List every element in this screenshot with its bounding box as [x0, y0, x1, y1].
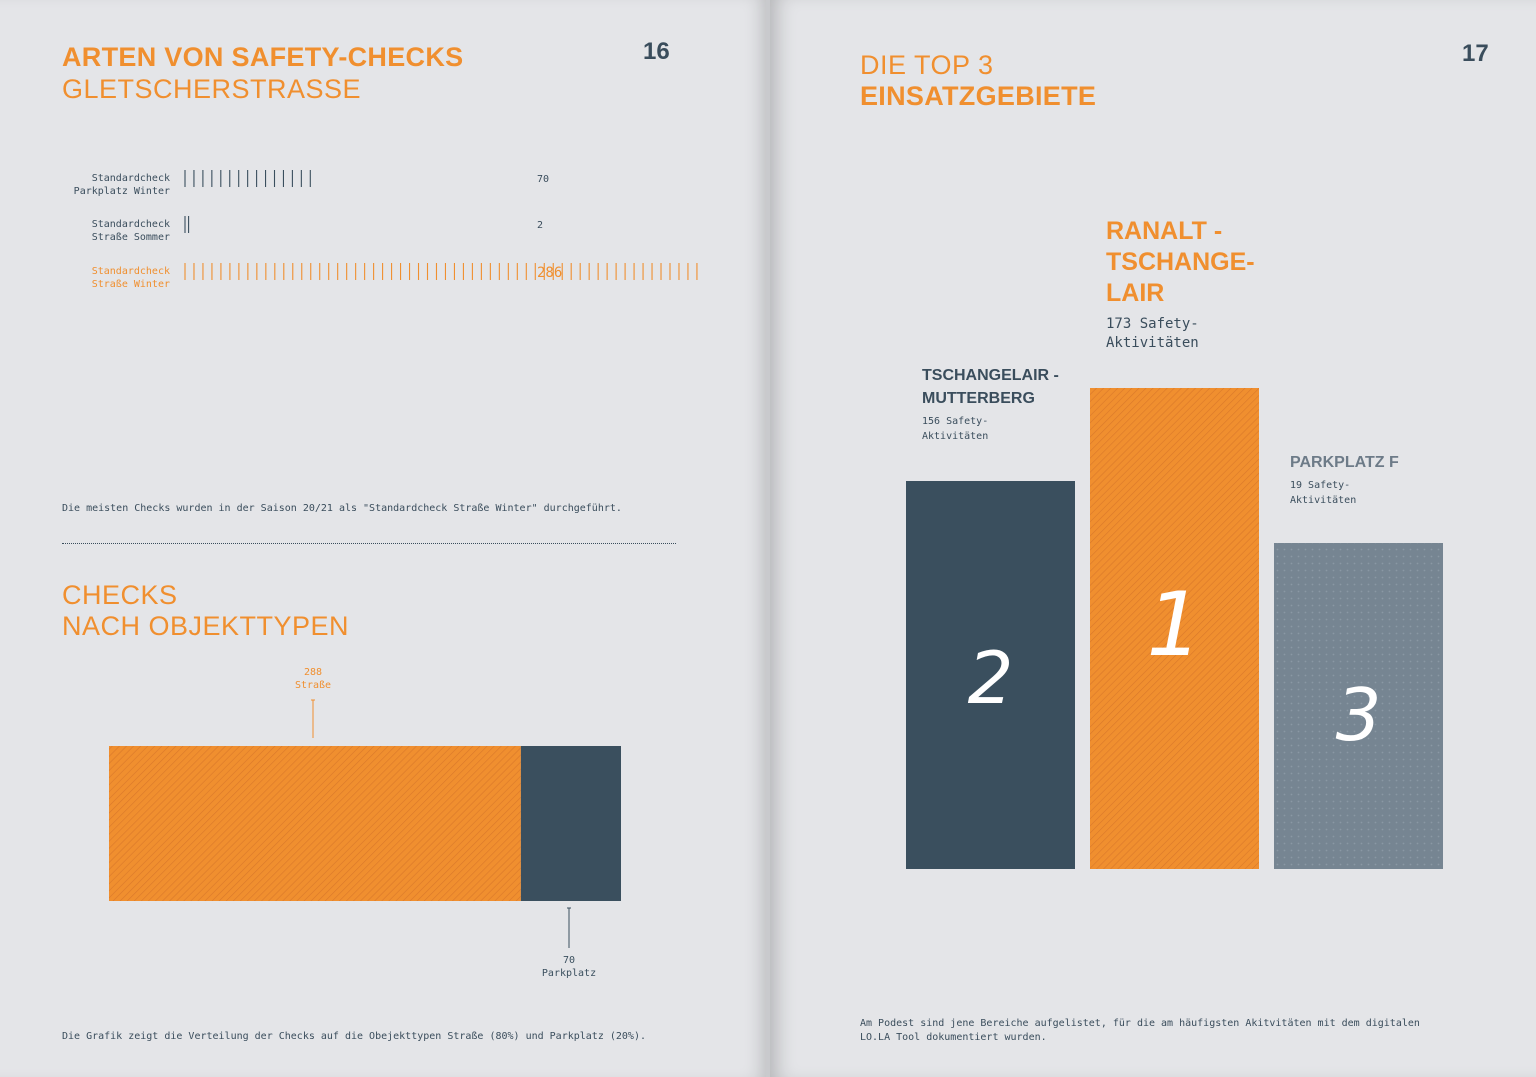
check-category-line1: Standardcheck — [91, 266, 170, 277]
caption-podium-line2: LO.LA Tool dokumentiert wurden. — [860, 1032, 1047, 1043]
top3-podium-chart — [906, 388, 1443, 869]
object-type-segment-1 — [520, 746, 621, 901]
podium-rank-number: 1 — [1146, 573, 1203, 676]
podium-value-line1: 156 Safety- — [922, 416, 989, 427]
check-value-label: 286 — [537, 265, 563, 281]
caption-object-types: Die Grafik zeigt die Verteilung der Chec… — [62, 1031, 646, 1042]
object-type-stacked-chart — [109, 699, 621, 948]
left-title-light: GLETSCHERSTRASSE — [62, 74, 362, 104]
check-value-label: 70 — [537, 174, 550, 185]
section2-title-line2: NACH OBJEKTTYPEN — [62, 611, 350, 641]
check-category-line2: Parkplatz Winter — [73, 186, 170, 197]
check-category-label: Standardcheck Straße Sommer — [0, 218, 170, 244]
right-title-bold: EINSATZGEBIETE — [860, 81, 1097, 111]
check-value-label: 2 — [537, 220, 544, 231]
check-category-label: Standardcheck Parkplatz Winter — [0, 172, 170, 198]
caption-checks-type: Die meisten Checks wurden in der Saison … — [62, 503, 622, 514]
podium-name: TSCHANGE- — [1106, 248, 1255, 276]
check-bar-2 — [184, 263, 698, 280]
podium-value-line2: Aktivitäten — [1106, 335, 1199, 351]
object-type-label: 70 Parkplatz — [529, 954, 609, 980]
podium-name: RANALT - — [1106, 217, 1223, 245]
check-bar-1 — [184, 216, 190, 233]
check-category-line1: Standardcheck — [91, 173, 170, 184]
section2-title-line1: CHECKS — [62, 580, 178, 610]
check-category-line1: Standardcheck — [91, 219, 170, 230]
checks-type-bar-chart — [184, 170, 698, 280]
podium-bar-2 — [906, 481, 1075, 869]
check-bar-0 — [184, 170, 311, 187]
podium-value-line1: 19 Safety- — [1290, 480, 1351, 491]
left-title-bold: ARTEN VON SAFETY-CHECKS — [62, 42, 464, 72]
object-type-segment-0 — [109, 746, 521, 901]
object-type-value: 70 — [562, 955, 576, 966]
object-type-label: 288 Straße — [273, 666, 353, 692]
object-type-value: 288 — [303, 667, 323, 678]
right-title-light: DIE TOP 3 — [860, 50, 994, 80]
right-page: DIE TOP 3 EINSATZGEBIETE 17 2 TSCHANGELAI… — [770, 0, 1536, 1077]
left-page: ARTEN VON SAFETY-CHECKS GLETSCHERSTRASSE… — [0, 0, 766, 1077]
check-category-line2: Straße Winter — [91, 279, 170, 290]
podium-name: TSCHANGELAIR - — [922, 367, 1059, 384]
page-number-right: 17 — [1462, 40, 1489, 67]
section-divider — [62, 543, 676, 544]
podium-rank-number: 3 — [1335, 673, 1382, 758]
check-category-label: Standardcheck Straße Winter — [0, 265, 170, 291]
podium-bar-1 — [1090, 388, 1259, 869]
podium-value-line2: Aktivitäten — [922, 431, 989, 442]
podium-name: LAIR — [1106, 279, 1165, 307]
podium-name: MUTTERBERG — [922, 390, 1035, 407]
check-category-line2: Straße Sommer — [91, 232, 170, 243]
page-number-left: 16 — [643, 38, 670, 65]
podium-name: PARKPLATZ F — [1290, 454, 1399, 471]
caption-podium-line1: Am Podest sind jene Bereiche aufgelistet… — [860, 1018, 1420, 1029]
podium-bar-3 — [1274, 543, 1443, 869]
object-type-name: Parkplatz — [541, 968, 597, 979]
book-spine — [766, 0, 770, 1077]
object-type-name: Straße — [294, 680, 332, 691]
podium-value-line2: Aktivitäten — [1290, 495, 1357, 506]
podium-rank-number: 2 — [967, 636, 1014, 721]
podium-value-line1: 173 Safety- — [1106, 316, 1199, 332]
